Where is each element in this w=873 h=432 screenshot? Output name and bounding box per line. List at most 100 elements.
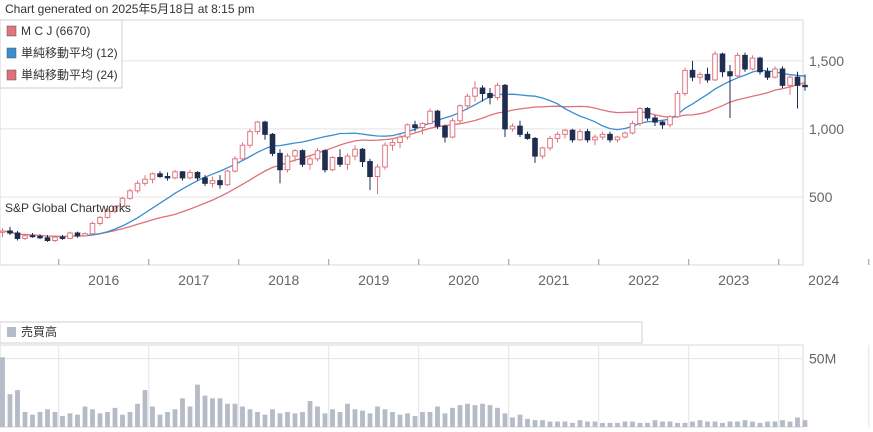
candle-body [787, 76, 793, 86]
candle-body [329, 156, 336, 171]
volume-bar [90, 409, 95, 427]
volume-bar [217, 398, 223, 427]
candle-body [524, 133, 531, 139]
volume-bar [300, 411, 305, 427]
volume-bar [337, 411, 343, 427]
candle-body [562, 129, 568, 135]
candle-body [487, 93, 493, 99]
volume-bar [262, 414, 268, 427]
candle-body [577, 131, 583, 141]
volume-bar [607, 422, 613, 427]
volume-bar [420, 411, 425, 427]
volume-bar [645, 422, 650, 427]
candle-body [704, 73, 711, 81]
candle-body [457, 105, 463, 122]
volume-bar [22, 411, 28, 427]
candle-body [247, 131, 253, 146]
candle-body [659, 121, 666, 126]
candle-body [307, 158, 313, 165]
volume-bar [105, 411, 110, 427]
candle-body [802, 84, 808, 88]
volume-bar [360, 410, 365, 427]
candle-body [554, 133, 561, 139]
candle-body [202, 177, 208, 184]
volume-bar [495, 407, 500, 427]
candle-body [337, 156, 343, 165]
candle-body [217, 180, 223, 186]
volume-bar [172, 409, 178, 427]
volume-bar [15, 390, 20, 427]
volume-bar [292, 413, 298, 427]
volume-bar [615, 422, 620, 427]
candle-body [367, 161, 373, 178]
candle-body [592, 136, 598, 141]
volume-bar [705, 421, 710, 427]
candle-icon [6, 25, 17, 37]
candle-body [134, 182, 141, 192]
candle-body [0, 230, 6, 233]
candle-body [359, 148, 366, 163]
candle-body [599, 133, 606, 138]
candle-body [727, 71, 733, 77]
candle-body [277, 152, 283, 171]
legend-box [0, 19, 123, 89]
volume-bar [0, 357, 5, 427]
volume-y-tick-label: 50M [809, 351, 836, 367]
volume-legend: 売買高 [0, 321, 643, 344]
candle-body [37, 235, 43, 239]
candle-body [674, 93, 681, 118]
x-tick-label: 2020 [448, 272, 479, 288]
candle-body [637, 107, 643, 124]
volume-bar [570, 422, 575, 427]
volume-bar [675, 422, 680, 427]
volume-bar [660, 421, 665, 427]
candle-body [284, 155, 291, 171]
candle-body [644, 107, 651, 119]
candle-body [44, 237, 51, 241]
volume-bar [465, 403, 470, 427]
candle-body [352, 148, 358, 157]
volume-bar [540, 420, 545, 427]
candle-body [119, 197, 126, 207]
candle-body [682, 69, 688, 95]
candle-body [749, 57, 756, 70]
volume-bars [0, 357, 808, 427]
candle-body [667, 116, 673, 126]
candle-body [412, 124, 418, 129]
line-icon [6, 47, 17, 59]
candle-body [292, 150, 298, 157]
volume-legend-box [0, 321, 643, 344]
candle-body [794, 76, 801, 86]
price-y-tick-label: 1,000 [809, 121, 844, 137]
volume-bar [67, 413, 73, 427]
volume-bar [322, 413, 328, 427]
volume-bar [712, 421, 718, 427]
volume-bar [525, 418, 530, 427]
volume-bar [742, 420, 748, 427]
volume-bar [795, 417, 800, 427]
candle-body [434, 110, 441, 127]
candle-body [772, 68, 778, 78]
candle-body [689, 69, 696, 78]
volume-bar [120, 414, 125, 427]
volume-bar [225, 403, 230, 427]
volume-bar [757, 422, 763, 427]
volume-bar [585, 421, 590, 427]
volume-bar [652, 420, 658, 427]
volume-bar [682, 422, 688, 427]
volume-bar [37, 411, 43, 427]
candle-body [52, 236, 58, 242]
candle-body [419, 122, 426, 129]
candle-body [142, 178, 148, 184]
volume-bar [112, 407, 118, 427]
legend-label: M C J (6670) [21, 24, 90, 38]
volume-bar [735, 421, 740, 427]
candle-body [607, 133, 613, 141]
volume-bar [630, 421, 635, 427]
x-tick-label: 2022 [628, 272, 659, 288]
volume-bar [157, 414, 163, 427]
candle-body [532, 137, 538, 157]
legend-label: 単純移動平均 (24) [21, 68, 118, 82]
volume-bar [720, 422, 725, 427]
volume-bar [352, 409, 358, 427]
